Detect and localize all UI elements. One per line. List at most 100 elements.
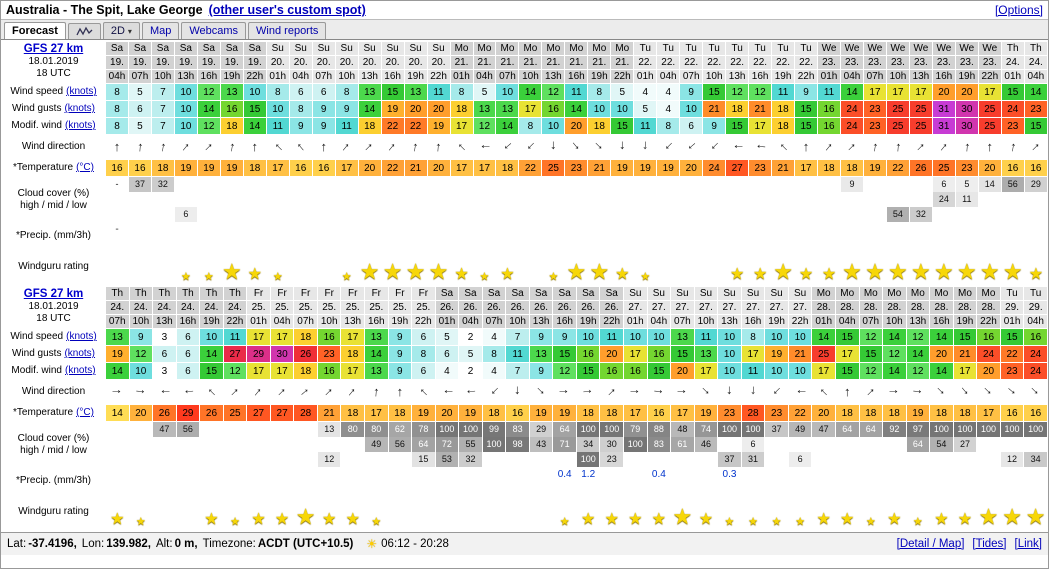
- star-icon: ★: [221, 259, 242, 283]
- temperature-cell: 19: [529, 405, 553, 421]
- custom-spot-link[interactable]: (other user's custom spot): [208, 3, 366, 17]
- wind-gusts-cell: 9: [335, 101, 358, 117]
- tab-map[interactable]: Map: [141, 22, 180, 39]
- row-label-wind-speed-link[interactable]: (knots): [66, 331, 97, 342]
- row-label-temperature-link[interactable]: (°C): [76, 162, 94, 173]
- cloud-mid-value: [795, 192, 817, 207]
- wind-direction-arrow-icon: ↑: [227, 383, 243, 400]
- rating-cell: ★: [1001, 250, 1024, 283]
- wind-speed-cell: 15: [953, 329, 977, 345]
- wind-direction-arrow-icon: ↑: [843, 384, 851, 399]
- tab-wind-reports[interactable]: Wind reports: [248, 22, 327, 39]
- tab-graph[interactable]: [67, 23, 101, 39]
- wind-speed-cell: 18: [294, 329, 317, 345]
- row-label-wind-speed-link[interactable]: (knots): [66, 86, 97, 97]
- wind-direction-arrow-icon: ↑: [533, 383, 549, 400]
- cloud-high-value: [198, 177, 220, 192]
- wind-speed-cell: 20: [932, 84, 955, 100]
- wind-direction-arrow-icon: ↑: [345, 383, 361, 400]
- cloud-low-value: [267, 207, 289, 222]
- day-header-cell: Tu: [795, 42, 818, 55]
- temperature-cell: 21: [404, 160, 427, 176]
- options-link[interactable]: [Options]: [994, 3, 1043, 17]
- hour-header-cell: 10h: [317, 315, 341, 328]
- cloud-low-value: [506, 452, 529, 467]
- cloud-cover-cell: [611, 177, 634, 222]
- cloud-high-value: 29: [529, 422, 553, 437]
- date-header-cell: 27.: [788, 301, 812, 314]
- precip-cell: [835, 468, 859, 494]
- modif-wind-cell: 20: [671, 363, 694, 379]
- rating-cell: [176, 495, 200, 528]
- wind-speed-cell: 16: [977, 329, 1000, 345]
- cloud-mid-value: [106, 192, 128, 207]
- wind-gusts-cell: 6: [176, 346, 200, 362]
- wind-direction-arrow-icon: ↑: [683, 139, 700, 154]
- cloud-low-value: [152, 207, 174, 222]
- precip-cell: [741, 468, 765, 494]
- row-label-modif-wind-link[interactable]: (knots): [65, 365, 96, 376]
- cloud-low-value: [695, 452, 718, 467]
- star-icon: ★: [795, 516, 806, 528]
- temperature-cell: 23: [765, 405, 788, 421]
- rating-cell: [459, 495, 482, 528]
- cloud-high-value: 56: [176, 422, 200, 437]
- rating-cell: ★: [863, 250, 886, 283]
- model-name-link[interactable]: GFS 27 km: [23, 288, 84, 300]
- wind-gusts-cell: 20: [427, 101, 450, 117]
- detail-map-link[interactable]: [Detail / Map]: [896, 538, 965, 550]
- wind-direction-arrow-icon: ↑: [156, 388, 172, 395]
- date-header-cell: 24.: [129, 301, 153, 314]
- tab-forecast[interactable]: Forecast: [4, 22, 66, 39]
- model-info: GFS 27 km 18.01.2019 18 UTC: [2, 42, 105, 83]
- tab-2d[interactable]: 2D ▾: [102, 22, 140, 39]
- precip-cell: [412, 468, 435, 494]
- rating-cell: ★: [772, 250, 795, 283]
- rating-cell: ★: [294, 495, 317, 528]
- wind-direction-cell: ↑: [220, 135, 243, 159]
- row-label-wind-gusts-link[interactable]: (knots): [64, 348, 96, 359]
- temperature-row: *Temperature (°C) 16 16 18 19 19 19 18 17 16 16 17 20…: [2, 160, 1047, 176]
- wind-direction-arrow-icon: ↑: [320, 139, 327, 154]
- row-label-temperature-link[interactable]: (°C): [76, 407, 94, 418]
- star-icon: ★: [628, 511, 643, 528]
- wind-speed-cell: 6: [176, 329, 200, 345]
- date-header-cell: 23.: [932, 56, 955, 69]
- rating-cell: ★: [588, 250, 611, 283]
- wind-gusts-cell: 14: [200, 346, 223, 362]
- hour-header-cell: 01h: [634, 70, 657, 83]
- star-icon: ★: [135, 516, 146, 528]
- date-header-cell: 26.: [576, 301, 600, 314]
- permalink-link[interactable]: [Link]: [1014, 538, 1043, 550]
- modif-wind-cell: 12: [473, 118, 496, 134]
- row-label-modif-wind-link[interactable]: (knots): [65, 120, 96, 131]
- cloud-mid-value: 43: [529, 437, 553, 452]
- wind-direction-cell: ↑: [266, 135, 289, 159]
- star-icon: ★: [1028, 266, 1044, 283]
- wind-direction-arrow-icon: ↑: [802, 139, 810, 154]
- cloud-low-value: [359, 207, 381, 222]
- date-header-cell: 21.: [565, 56, 588, 69]
- rating-cell: ★: [647, 495, 671, 528]
- temperature-cell: 27: [247, 405, 270, 421]
- cloud-low-value: [954, 452, 977, 467]
- cloud-low-value: 37: [718, 452, 741, 467]
- row-label-wind-gusts-link[interactable]: (knots): [64, 103, 96, 114]
- cloud-high-value: [818, 177, 840, 192]
- star-icon: ★: [821, 266, 837, 283]
- cloud-high-value: 100: [718, 422, 741, 437]
- tab-webcams[interactable]: Webcams: [181, 22, 247, 39]
- wind-direction-row: Wind direction ↑ ↑ ↑ ↑ ↑ ↑ ↑ ↑ ↑ ↑ ↑ ↑ ↑ ↑ ↑ ↑ ↑ ↑ ↑ ↑ ↑ ↑ ↑ ↑ ↑ ↑…: [2, 135, 1047, 159]
- model-name-link[interactable]: GFS 27 km: [23, 43, 84, 55]
- tides-link[interactable]: [Tides]: [972, 538, 1007, 550]
- modif-wind-cell: 17: [694, 363, 718, 379]
- rating-cell: ★: [812, 495, 835, 528]
- cloud-high-value: 100: [741, 422, 765, 437]
- rating-cell: [657, 250, 680, 283]
- wind-direction-cell: ↑: [412, 380, 435, 404]
- precip-cell: [909, 223, 932, 249]
- cloud-cover-cell: [542, 177, 565, 222]
- hour-header-cell: 16h: [565, 70, 588, 83]
- date-header-cell: 25.: [412, 301, 435, 314]
- date-header-cell: 21.: [588, 56, 611, 69]
